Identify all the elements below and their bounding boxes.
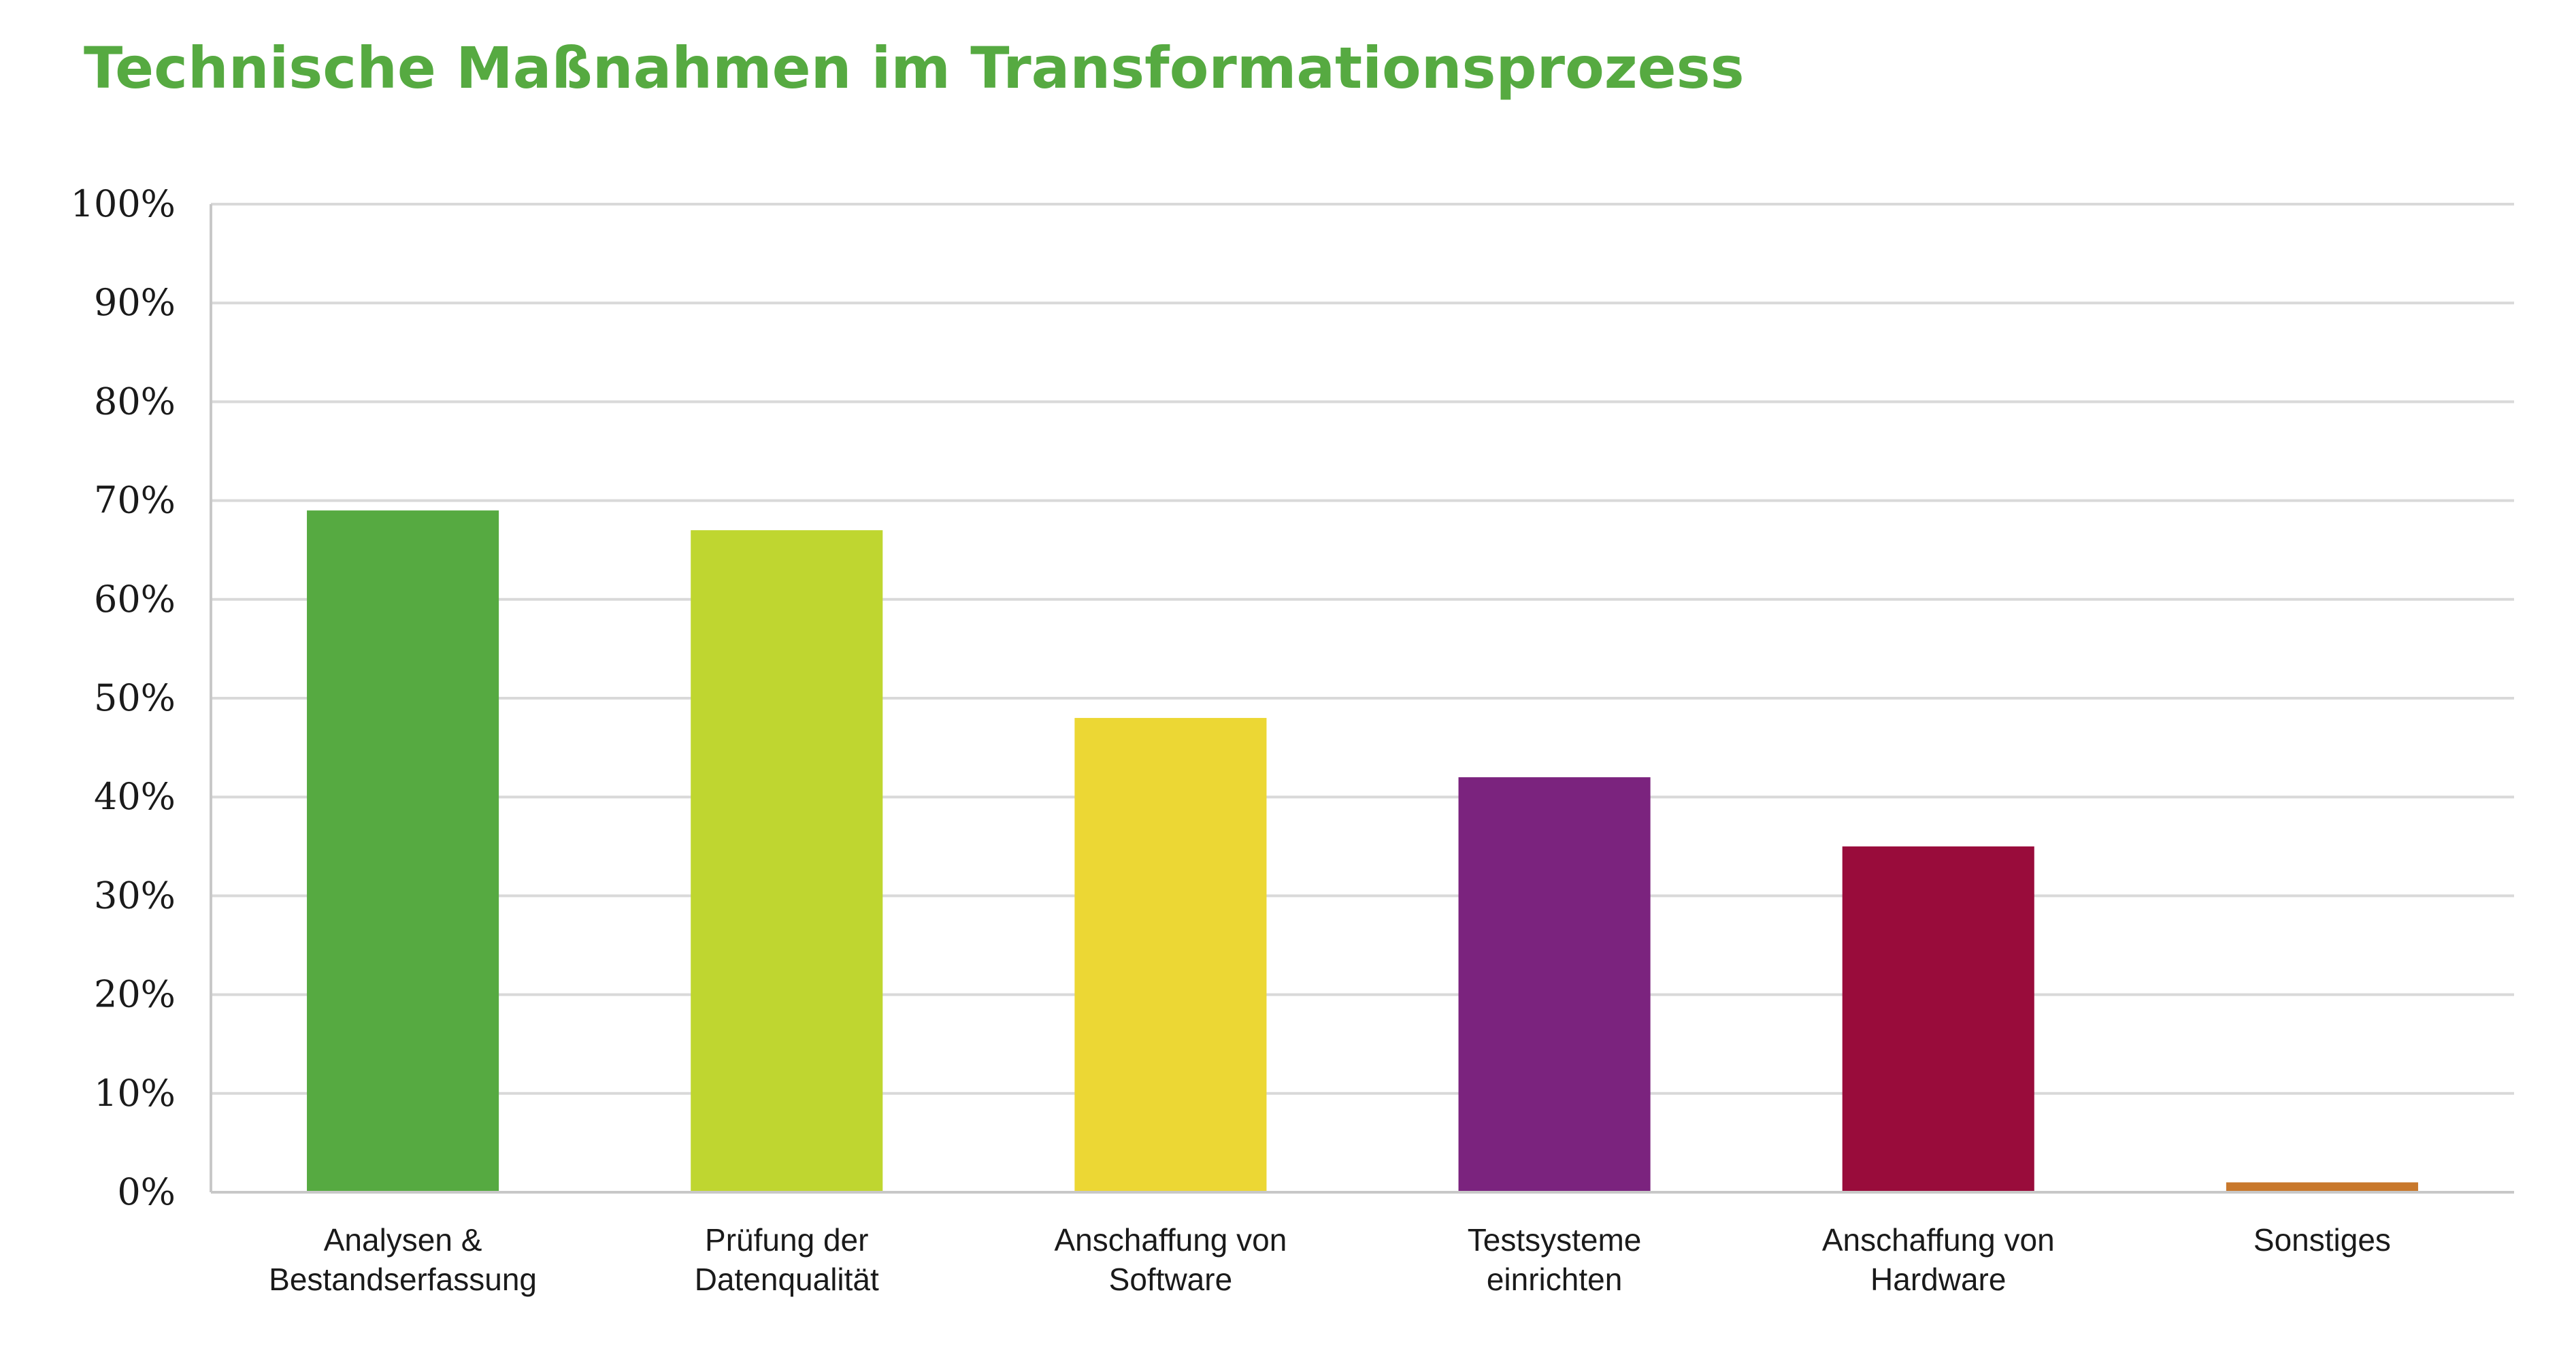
x-category-label-line: einrichten — [1487, 1262, 1622, 1297]
y-tick-label: 40% — [94, 775, 176, 818]
x-category-label-line: Testsysteme — [1468, 1222, 1642, 1258]
x-category-label-line: Anschaffung von — [1054, 1222, 1287, 1258]
chart-title: Technische Maßnahmen im Transformationsp… — [84, 35, 1745, 101]
y-tick-label: 0% — [117, 1170, 176, 1213]
bar — [307, 510, 499, 1192]
y-tick-label: 60% — [94, 578, 176, 621]
x-category-label-line: Prüfung der — [705, 1222, 868, 1258]
y-axis-tick-labels: 0% 10% 20% 30% 40% 50% 60% 70% 80% 90% 100% — [71, 182, 176, 1213]
y-tick-label: 10% — [94, 1072, 176, 1115]
x-category-label: Anschaffung von Hardware — [1822, 1222, 2055, 1297]
bar — [1458, 777, 1651, 1192]
gridlines — [210, 203, 2514, 1192]
x-category-label-line: Bestandserfassung — [269, 1262, 537, 1297]
x-category-label-line: Datenqualität — [695, 1262, 879, 1297]
y-tick-label: 90% — [94, 281, 176, 324]
x-category-label: Testsysteme einrichten — [1468, 1222, 1642, 1297]
x-category-label: Analysen & Bestandserfassung — [269, 1222, 537, 1297]
x-category-label: Sonstiges — [2253, 1222, 2391, 1258]
y-tick-label: 70% — [94, 479, 176, 522]
bar — [1074, 718, 1267, 1192]
y-tick-label: 50% — [94, 676, 176, 719]
y-tick-label: 30% — [94, 874, 176, 917]
x-category-label-line: Anschaffung von — [1822, 1222, 2055, 1258]
x-category-label: Anschaffung von Software — [1054, 1222, 1287, 1297]
bar — [1842, 846, 2034, 1192]
bars — [307, 510, 2418, 1192]
bar — [2226, 1182, 2418, 1192]
y-tick-label: 80% — [94, 380, 176, 423]
x-axis-category-labels: Analysen & Bestandserfassung Prüfung der Da… — [269, 1222, 2391, 1297]
x-category-label: Prüfung der Datenqualität — [695, 1222, 879, 1297]
y-tick-label: 100% — [71, 182, 176, 225]
y-tick-label: 20% — [94, 973, 176, 1016]
x-category-label-line: Software — [1109, 1262, 1233, 1297]
bar — [691, 530, 883, 1192]
x-category-label-line: Hardware — [1870, 1262, 2006, 1297]
x-category-label-line: Analysen & — [324, 1222, 482, 1258]
x-category-label-line: Sonstiges — [2253, 1222, 2391, 1258]
